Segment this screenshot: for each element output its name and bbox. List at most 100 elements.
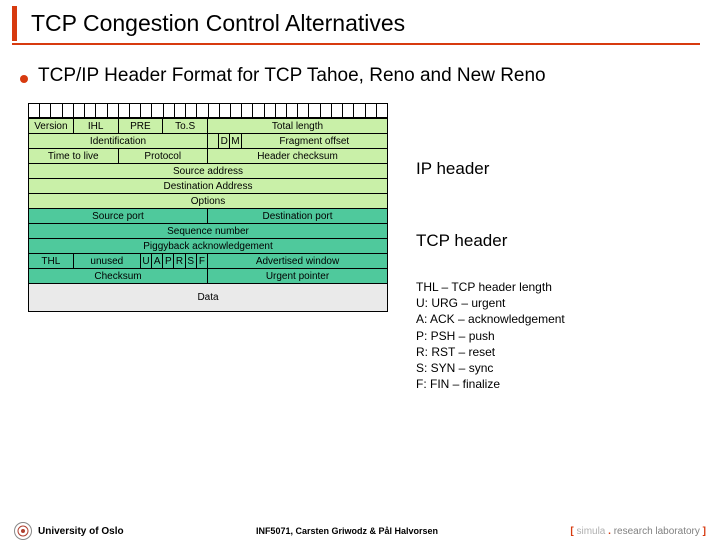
bit-ruler	[29, 104, 387, 118]
bit-tick	[343, 104, 354, 118]
uio-seal-icon	[14, 522, 32, 540]
footer-left: University of Oslo	[14, 522, 124, 540]
tcp-field: Advertised window	[208, 254, 387, 268]
ip-field: Protocol	[119, 149, 209, 163]
legend-line: S: SYN – sync	[416, 360, 565, 376]
tcpip-header-diagram: VersionIHLPRETo.STotal lengthIdentificat…	[28, 103, 388, 312]
tcp-header-label: TCP header	[416, 231, 565, 251]
tcp-field: R	[174, 254, 185, 268]
bit-tick	[164, 104, 175, 118]
ip-row: Destination Address	[29, 178, 387, 193]
bit-tick	[220, 104, 231, 118]
tcp-row: Source portDestination port	[29, 208, 387, 223]
simula-word: simula	[576, 526, 605, 537]
legend-line: P: PSH – push	[416, 328, 565, 344]
data-field: Data	[29, 284, 387, 311]
ip-field: To.S	[163, 119, 208, 133]
bit-tick	[85, 104, 96, 118]
footer: University of Oslo INF5071, Carsten Griw…	[0, 522, 720, 540]
bullet-icon	[20, 75, 28, 83]
tcp-field: U	[141, 254, 152, 268]
bit-tick	[242, 104, 253, 118]
bit-tick	[287, 104, 298, 118]
bit-tick	[265, 104, 276, 118]
slide-title: TCP Congestion Control Alternatives	[31, 10, 405, 36]
tcp-field: Source port	[29, 209, 208, 223]
tcp-field: Checksum	[29, 269, 208, 283]
ip-field: Fragment offset	[242, 134, 387, 148]
bit-tick	[175, 104, 186, 118]
bit-tick	[377, 104, 387, 118]
ip-row: IdentificationDMFragment offset	[29, 133, 387, 148]
simula-rest: research laboratory	[614, 526, 700, 537]
bit-tick	[253, 104, 264, 118]
ip-row: Time to liveProtocolHeader checksum	[29, 148, 387, 163]
bit-tick	[197, 104, 208, 118]
ip-field: D	[219, 134, 230, 148]
bit-tick	[130, 104, 141, 118]
bit-tick	[366, 104, 377, 118]
footer-center: INF5071, Carsten Griwodz & Pål Halvorsen	[256, 526, 438, 536]
legend-line: F: FIN – finalize	[416, 376, 565, 392]
slide-title-bar: TCP Congestion Control Alternatives	[12, 6, 720, 41]
ip-field: Destination Address	[29, 179, 387, 193]
tcp-field: S	[186, 254, 197, 268]
ip-row: Options	[29, 193, 387, 208]
ip-row: VersionIHLPRETo.STotal length	[29, 118, 387, 133]
tcp-field: Sequence number	[29, 224, 387, 238]
ip-field	[208, 134, 219, 148]
tcp-row: THLunusedUAPRSFAdvertised window	[29, 253, 387, 268]
tcp-field: Piggyback acknowledgement	[29, 239, 387, 253]
ip-field: IHL	[74, 119, 119, 133]
legend-line: R: RST – reset	[416, 344, 565, 360]
legend-line: U: URG – urgent	[416, 295, 565, 311]
ip-field: Time to live	[29, 149, 119, 163]
ip-header-label: IP header	[416, 159, 565, 179]
footer-left-text: University of Oslo	[38, 526, 124, 537]
ip-field: Version	[29, 119, 74, 133]
bullet-text: TCP/IP Header Format for TCP Tahoe, Reno…	[38, 65, 546, 87]
bit-tick	[63, 104, 74, 118]
tcp-field: THL	[29, 254, 74, 268]
bit-tick	[96, 104, 107, 118]
legend-line: A: ACK – acknowledgement	[416, 311, 565, 327]
legend-line: THL – TCP header length	[416, 279, 565, 295]
bit-tick	[74, 104, 85, 118]
data-row: Data	[29, 283, 387, 311]
bullet-row: TCP/IP Header Format for TCP Tahoe, Reno…	[20, 65, 720, 87]
tcp-field: P	[163, 254, 174, 268]
bit-tick	[40, 104, 51, 118]
bit-tick	[332, 104, 343, 118]
tcp-row: Piggyback acknowledgement	[29, 238, 387, 253]
bit-tick	[29, 104, 40, 118]
tcp-field: Destination port	[208, 209, 387, 223]
tcp-field: A	[152, 254, 163, 268]
bit-tick	[51, 104, 62, 118]
bit-tick	[108, 104, 119, 118]
ip-field: Total length	[208, 119, 387, 133]
side-labels: IP header TCP header THL – TCP header le…	[416, 103, 565, 392]
tcp-field: F	[197, 254, 208, 268]
footer-right: [ simula . research laboratory ]	[570, 526, 706, 537]
bit-tick	[309, 104, 320, 118]
bit-tick	[276, 104, 287, 118]
bracket-close: ]	[700, 526, 706, 537]
ip-row: Source address	[29, 163, 387, 178]
tcp-row: ChecksumUrgent pointer	[29, 268, 387, 283]
ip-field: Header checksum	[208, 149, 387, 163]
ip-field: PRE	[119, 119, 164, 133]
tcp-field: Urgent pointer	[208, 269, 387, 283]
bit-tick	[354, 104, 365, 118]
tcp-field: unused	[74, 254, 141, 268]
simula-dot: .	[605, 526, 613, 537]
ip-field: M	[230, 134, 241, 148]
bit-tick	[298, 104, 309, 118]
bit-tick	[321, 104, 332, 118]
title-underline	[12, 43, 700, 45]
content-row: VersionIHLPRETo.STotal lengthIdentificat…	[28, 103, 720, 392]
bit-tick	[231, 104, 242, 118]
ip-field: Options	[29, 194, 387, 208]
bit-tick	[141, 104, 152, 118]
tcp-row: Sequence number	[29, 223, 387, 238]
bit-tick	[186, 104, 197, 118]
